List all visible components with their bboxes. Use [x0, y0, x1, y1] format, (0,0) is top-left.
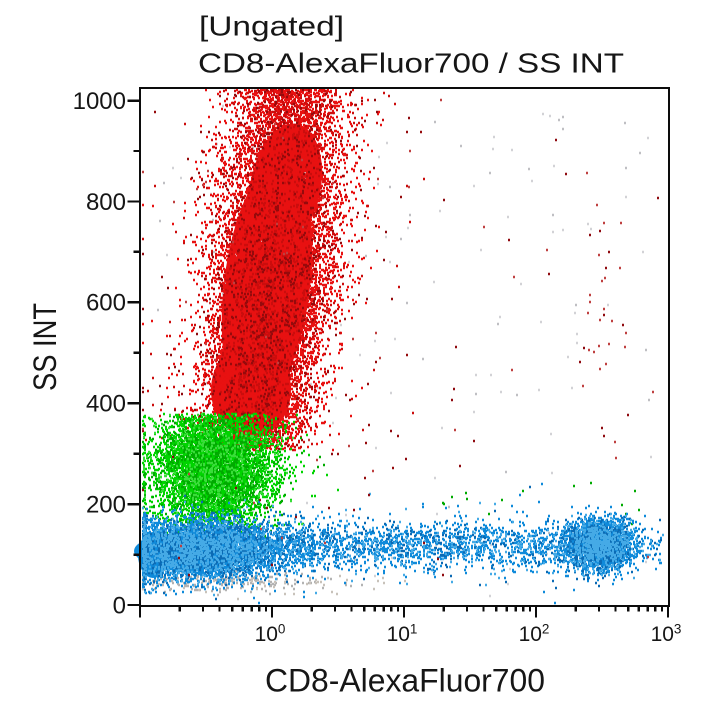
svg-text:CD8-AlexaFluor700: CD8-AlexaFluor700: [265, 663, 545, 699]
svg-text:400: 400: [86, 391, 126, 418]
svg-text:0: 0: [113, 592, 126, 619]
svg-text:SS INT: SS INT: [27, 303, 63, 391]
svg-text:800: 800: [86, 189, 126, 216]
svg-text:1000: 1000: [73, 88, 126, 115]
svg-text:600: 600: [86, 290, 126, 317]
svg-text:200: 200: [86, 491, 126, 518]
svg-text:[Ungated]: [Ungated]: [199, 11, 344, 42]
svg-text:CD8-AlexaFluor700 / SS INT: CD8-AlexaFluor700 / SS INT: [198, 48, 624, 79]
